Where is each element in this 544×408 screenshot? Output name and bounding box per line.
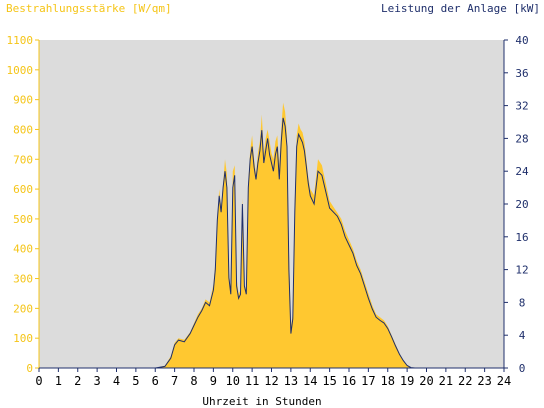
x-tick-label: 8 xyxy=(190,374,197,388)
x-tick-label: 9 xyxy=(210,374,217,388)
right-tick-label: 28 xyxy=(515,132,528,145)
x-tick-label: 12 xyxy=(264,374,278,388)
power-line-series xyxy=(39,117,504,369)
x-axis-title: Uhrzeit in Stunden xyxy=(202,395,321,408)
x-tick-label: 3 xyxy=(94,374,101,388)
x-tick-label: 18 xyxy=(381,374,395,388)
right-tick-label: 4 xyxy=(519,329,526,342)
right-tick-label: 40 xyxy=(515,34,528,47)
right-tick-label: 12 xyxy=(515,264,528,277)
irradiance-area-series xyxy=(39,102,504,368)
left-tick-label: 0 xyxy=(26,362,33,375)
x-tick-label: 11 xyxy=(245,374,259,388)
x-tick-label: 23 xyxy=(477,374,491,388)
left-axis-title: Bestrahlungsstärke [W/qm] xyxy=(6,2,172,15)
left-tick-label: 600 xyxy=(13,183,33,196)
right-tick-label: 36 xyxy=(515,67,528,80)
x-tick-label: 19 xyxy=(400,374,414,388)
x-tick-label: 4 xyxy=(113,374,120,388)
x-tick-label: 20 xyxy=(419,374,433,388)
x-axis-ticks: 0 1 2 3 4 5 6 7 8 9 10 11 12 13 14 15 16 17 18 19 20 21 22 23 24 xyxy=(35,368,511,388)
x-tick-label: 24 xyxy=(497,374,511,388)
left-tick-label: 400 xyxy=(13,243,33,256)
right-tick-label: 24 xyxy=(515,165,529,178)
x-tick-label: 21 xyxy=(439,374,453,388)
left-axis-ticks: 0 100 200 300 400 500 600 700 800 900 1000 1100 xyxy=(7,34,39,375)
x-tick-label: 6 xyxy=(152,374,159,388)
x-tick-label: 13 xyxy=(284,374,298,388)
right-axis-ticks: 0 4 8 12 16 20 24 28 32 36 40 xyxy=(504,34,529,375)
right-tick-label: 16 xyxy=(515,231,528,244)
right-tick-label: 32 xyxy=(515,100,528,113)
left-tick-label: 1100 xyxy=(7,34,34,47)
x-tick-label: 5 xyxy=(132,374,139,388)
x-tick-label: 16 xyxy=(342,374,356,388)
left-tick-label: 800 xyxy=(13,123,33,136)
left-tick-label: 900 xyxy=(13,94,33,107)
left-tick-label: 1000 xyxy=(7,64,34,77)
right-tick-label: 0 xyxy=(519,362,526,375)
right-axis-title: Leistung der Anlage [kW] xyxy=(381,2,540,15)
x-tick-label: 2 xyxy=(74,374,81,388)
left-tick-label: 700 xyxy=(13,153,33,166)
x-tick-label: 0 xyxy=(35,374,42,388)
left-tick-label: 100 xyxy=(13,332,33,345)
x-tick-label: 1 xyxy=(55,374,62,388)
x-tick-label: 10 xyxy=(226,374,240,388)
right-tick-label: 20 xyxy=(515,198,528,211)
x-tick-label: 17 xyxy=(361,374,375,388)
left-tick-label: 200 xyxy=(13,302,33,315)
right-tick-label: 8 xyxy=(519,296,526,309)
left-tick-label: 300 xyxy=(13,273,33,286)
x-tick-label: 7 xyxy=(171,374,178,388)
left-tick-label: 500 xyxy=(13,213,33,226)
x-tick-label: 15 xyxy=(322,374,336,388)
x-tick-label: 22 xyxy=(458,374,472,388)
x-tick-label: 14 xyxy=(303,374,317,388)
